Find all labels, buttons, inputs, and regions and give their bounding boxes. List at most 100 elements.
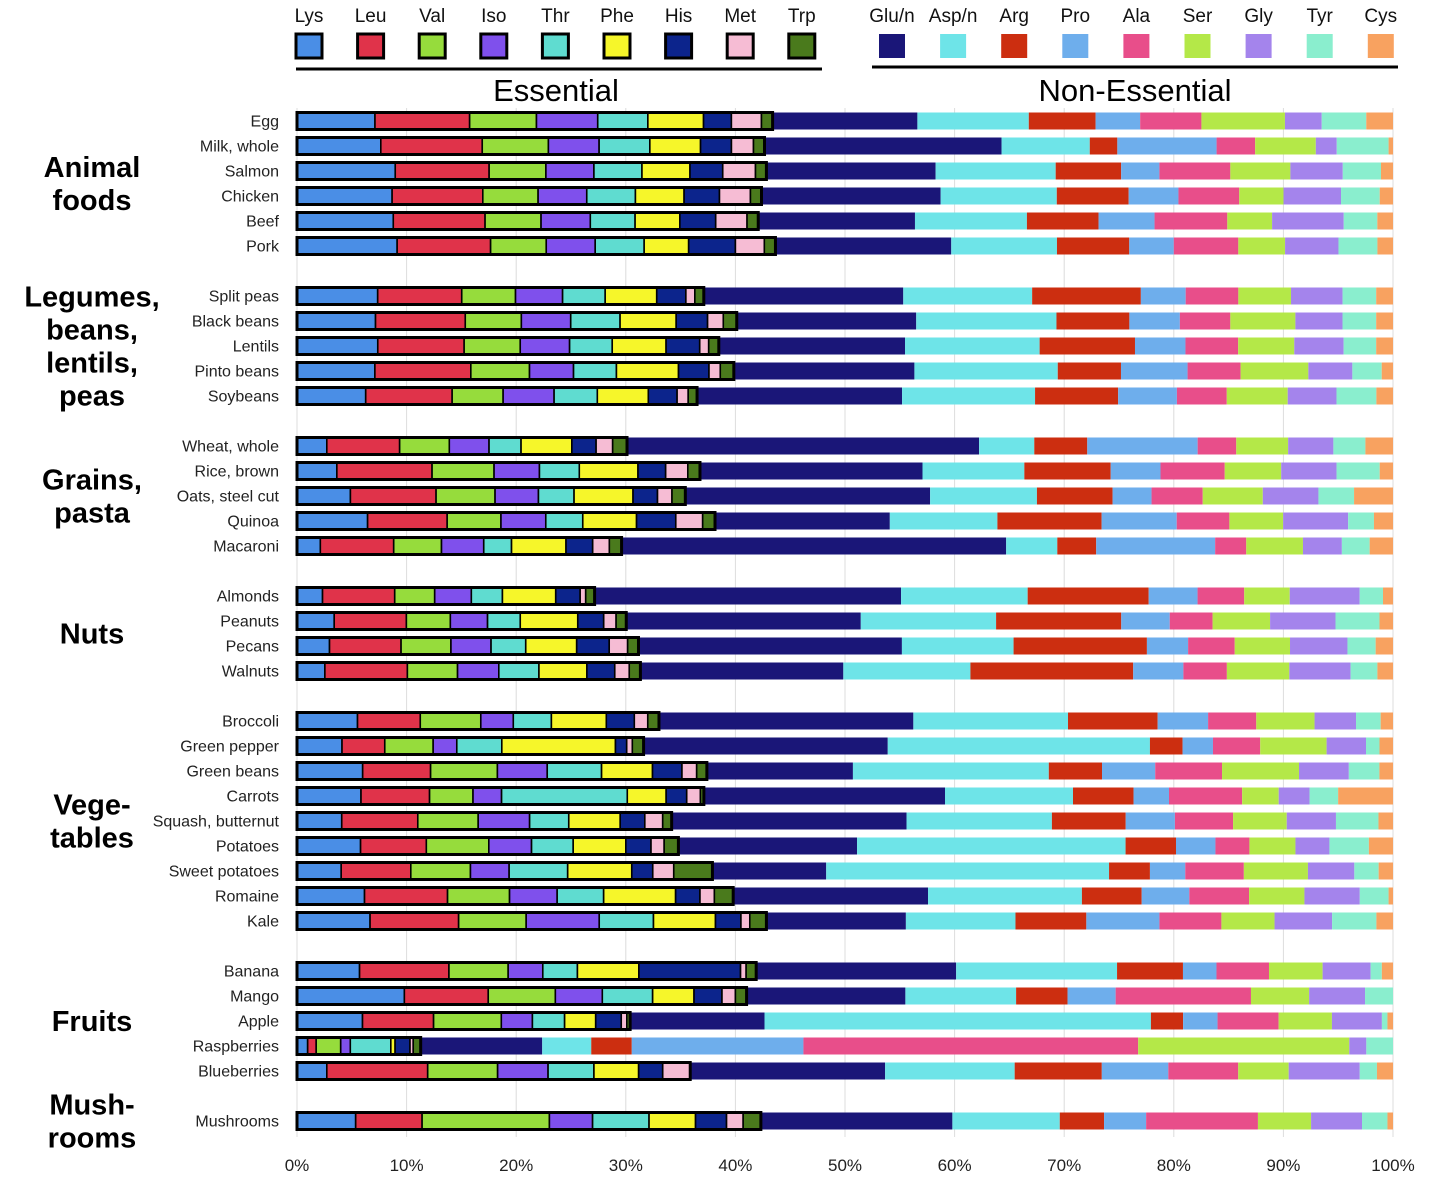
essential-outline-lentils [295,336,721,356]
bar-segment-banana-glu-n [756,962,957,980]
bar-segment-walnuts-phe [538,661,588,681]
bar-segment-black-beans-trp [722,311,738,331]
bar-segment-salmon-thr [593,161,643,181]
bar-segment-mushrooms-arg [1059,1112,1105,1130]
bar-segment-sweet-potatoes-lys [296,861,342,881]
bar-segment-chicken-phe [634,186,685,206]
group-title-2-line-0: Grains, [42,465,142,497]
bar-segment-potatoes-met [650,836,665,856]
bar-segment-beef-thr [589,211,636,231]
bar-segment-squash-butternut-glu-n [671,812,907,830]
bar-segment-soybeans-ser [1226,387,1288,405]
bar-segment-split-peas-tyr [1342,287,1377,305]
bar-segment-pinto-beans-ala [1187,362,1241,380]
bar-segment-apple-val [432,1011,503,1031]
food-label-wheat-whole: Wheat, whole [182,439,279,456]
bar-segment-macaroni-iso [440,536,485,556]
bar-segment-apple-his [594,1011,623,1031]
bar-segment-oats-steel-cut-ala [1151,487,1203,505]
bar-segment-wheat-whole-his [571,436,597,456]
bar-segment-salmon-glu-n [766,162,936,180]
bar-segment-peanuts-arg [996,612,1122,630]
essential-outline-soybeans [295,386,699,406]
bar-segment-salmon-trp [754,161,768,181]
bar-segment-rice-brown-glu-n [699,462,923,480]
bar-segment-black-beans-phe [619,311,677,331]
bar-segment-green-beans-val [429,761,499,781]
bar-segment-romaine-iso [508,886,558,906]
bar-segment-potatoes-glu-n [678,837,858,855]
bar-segment-pecans-ser [1234,637,1291,655]
bar-segment-apple-ser [1278,1012,1332,1030]
bar-segment-potatoes-iso [487,836,533,856]
bar-segment-split-peas-met [685,286,696,306]
bar-segment-chicken-ser [1239,187,1284,205]
bar-segment-lentils-val [463,336,522,356]
bar-segment-pork-asp-n [951,237,1057,255]
bar-segment-potatoes-arg [1125,837,1176,855]
bar-segment-raspberries-ala [803,1037,1139,1055]
bar-segment-pinto-beans-phe [615,361,680,381]
bar-segment-kale-met [740,911,751,931]
x-axis: 0% 10% 20% 30% 40% 50% 60% 70% 80% 90% 100% [285,1156,1415,1175]
bar-segment-soybeans-asp-n [902,387,1036,405]
bar-segment-squash-butternut-met [644,811,664,831]
bar-segment-green-beans-trp [695,761,708,781]
bar-segment-broccoli-lys [296,711,359,731]
bar-segment-apple-thr [531,1011,566,1031]
bar-segment-blueberries-ala [1168,1062,1239,1080]
bar-segment-wheat-whole-thr [488,436,522,456]
bar-segment-squash-butternut-pro [1125,812,1175,830]
essential-legend-label-phe: Phe [600,6,634,27]
bar-segment-carrots-thr [500,786,629,806]
bar-segment-pork-tyr [1338,237,1378,255]
essential-legend-swatch-phe [602,32,632,60]
bar-segment-apple-cys [1387,1012,1393,1030]
bar-segment-raspberries-lys [296,1036,309,1056]
nonessential-legend-swatch-ser [1184,34,1211,58]
bar-segment-potatoes-ala [1215,837,1250,855]
bar-segment-green-pepper-met [625,736,634,756]
x-tick-label-10: 10% [390,1156,424,1175]
bar-segment-macaroni-phe [510,536,567,556]
bar-segment-pecans-leu [328,636,402,656]
bar-segment-blueberries-cys [1376,1062,1393,1080]
group-title-4-line-0: Vege- [53,790,130,822]
bar-segment-milk-whole-gly [1315,137,1337,155]
bar-segment-soybeans-tyr [1336,387,1377,405]
bar-segment-quinoa-ser [1229,512,1284,530]
bar-segment-peanuts-trp [615,611,628,631]
bar-segment-rice-brown-trp [686,461,701,481]
bar-segment-walnuts-glu-n [640,662,844,680]
bar-segment-soybeans-arg [1035,387,1119,405]
group-title-4-line-1: tables [50,823,134,855]
bar-segment-romaine-ser [1249,887,1305,905]
essential-legend-swatch-met [725,32,755,60]
bar-segment-soybeans-phe [596,386,650,406]
bar-segment-wheat-whole-pro [1087,437,1198,455]
bar-segment-potatoes-asp-n [857,837,1126,855]
bar-segment-pecans-met [608,636,629,656]
bar-segment-walnuts-arg [970,662,1134,680]
bar-segment-sweet-potatoes-arg [1109,862,1150,880]
nonessential-legend-swatch-cys [1367,34,1394,58]
bar-row-pinto-beans [295,361,1393,381]
bar-segment-apple-lys [296,1011,364,1031]
bar-segment-salmon-lys [296,161,397,181]
bar-segment-green-beans-thr [546,761,603,781]
bar-row-green-pepper [295,736,1393,756]
bar-segment-lentils-cys [1376,337,1393,355]
bar-segment-peanuts-ala [1169,612,1213,630]
nonessential-legend-swatch-tyr [1306,34,1333,58]
bar-row-lentils [295,336,1393,356]
food-label-pork: Pork [246,239,280,256]
bar-segment-broccoli-arg [1068,712,1158,730]
bar-segment-milk-whole-phe [649,136,702,156]
bar-segment-macaroni-asp-n [1006,537,1058,555]
bar-segment-rice-brown-gly [1281,462,1337,480]
group-title-6-line-0: Mush- [49,1090,134,1122]
bar-segment-pecans-arg [1013,637,1147,655]
essential-outline-sweet-potatoes [295,861,714,881]
bar-segment-mushrooms-met [725,1111,744,1131]
bar-segment-milk-whole-ser [1255,137,1316,155]
